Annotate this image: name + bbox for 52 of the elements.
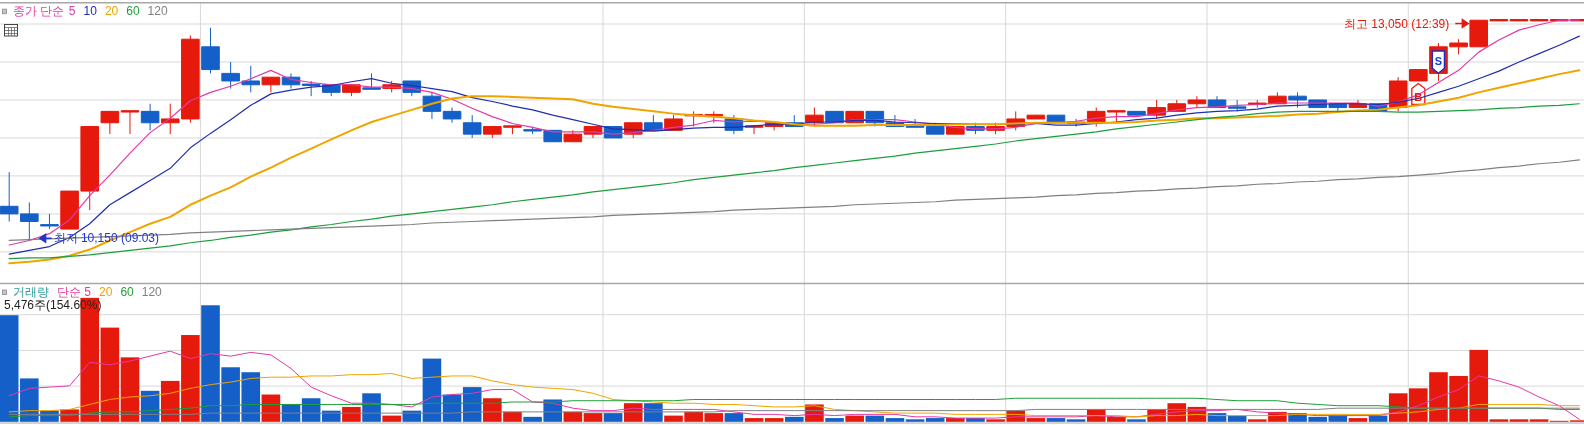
bar	[1368, 415, 1388, 422]
candlestick	[140, 103, 160, 131]
text: 60	[120, 285, 135, 300]
text: 20	[99, 285, 113, 300]
candlestick	[1509, 19, 1529, 22]
annotation: S	[1434, 54, 1443, 67]
bar	[1026, 418, 1046, 422]
bar	[905, 419, 925, 422]
legend-title: 종가 단순	[13, 4, 65, 19]
candlestick	[100, 110, 120, 135]
bar	[885, 418, 905, 422]
bar	[925, 418, 945, 422]
bar	[1046, 418, 1066, 422]
bar	[845, 415, 864, 422]
text: 20	[104, 4, 119, 19]
text: 120	[141, 285, 163, 300]
bar	[764, 418, 784, 422]
candlestick	[40, 213, 59, 230]
bar	[0, 315, 19, 422]
candlestick	[201, 27, 220, 74]
candlestick	[342, 84, 361, 97]
text: 60	[126, 4, 140, 19]
bar	[583, 413, 603, 422]
bar	[744, 418, 764, 422]
candlestick	[120, 110, 140, 135]
bar	[1066, 419, 1086, 422]
text: 단순 5	[57, 285, 92, 300]
bar	[100, 327, 120, 422]
annotation: 최고 13,050 (12:39)	[1343, 16, 1450, 31]
text: 120	[147, 4, 168, 19]
candlestick	[563, 129, 583, 143]
bar	[865, 415, 885, 422]
candlestick	[1127, 110, 1146, 116]
bar	[382, 415, 401, 422]
bar	[1227, 415, 1247, 422]
bar	[724, 413, 744, 422]
candlestick	[644, 114, 663, 131]
bar	[784, 416, 804, 422]
bar	[1489, 419, 1509, 422]
bar	[603, 413, 623, 422]
bar	[1348, 418, 1368, 422]
candlestick	[442, 107, 462, 124]
candlestick	[462, 114, 482, 139]
text: 10	[83, 4, 98, 19]
legend-title: 거래량	[13, 285, 49, 300]
bar	[1127, 419, 1146, 422]
bar	[825, 418, 844, 422]
text: 5	[68, 4, 76, 19]
candlestick	[261, 76, 281, 93]
bar	[1509, 419, 1529, 422]
bar	[1328, 415, 1348, 422]
bar	[1529, 419, 1549, 422]
